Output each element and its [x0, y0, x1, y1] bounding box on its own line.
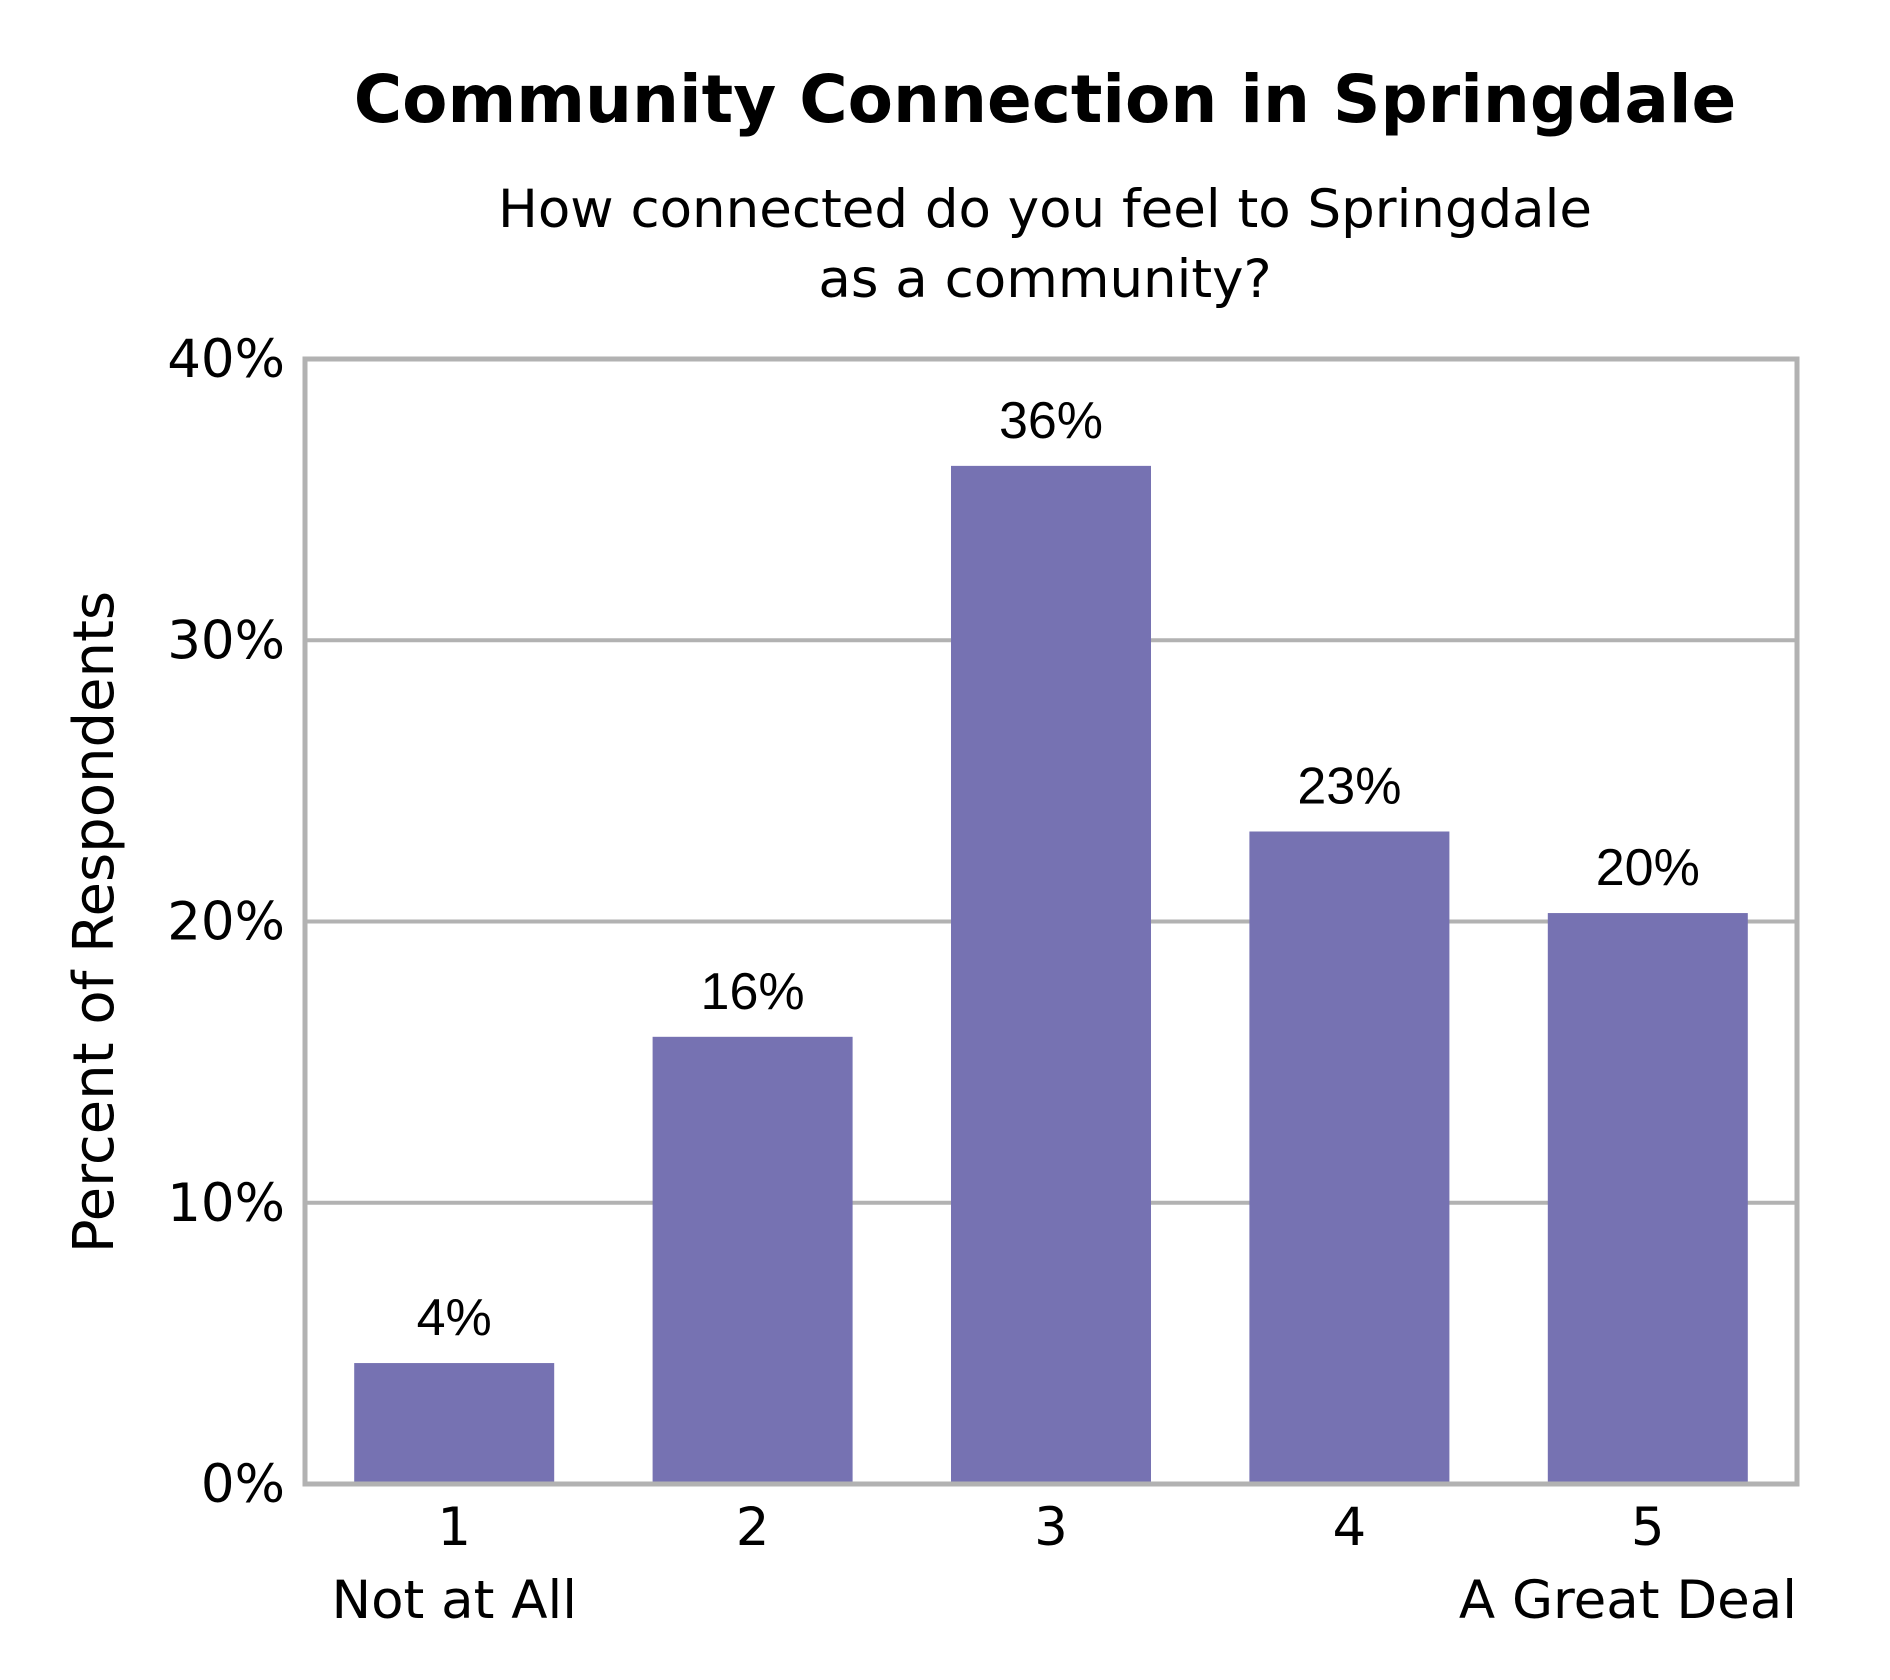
bars — [354, 465, 1748, 1484]
chart-subtitle-line-1: How connected do you feel to Springdale — [498, 179, 1592, 240]
y-tick-label-30: 30% — [167, 610, 285, 671]
x-axis-ticks: 1 Not at All 2 3 4 5 A Great Deal — [331, 1497, 1797, 1631]
x-tick-label-3: 3 — [1034, 1497, 1068, 1558]
data-label-5: 20% — [1596, 839, 1700, 897]
bar-5 — [1547, 913, 1748, 1484]
data-label-4: 23% — [1297, 758, 1401, 816]
x-tick-sublabel-5: A Great Deal — [1459, 1570, 1797, 1631]
plot-frame — [302, 356, 1800, 1487]
chart-title: Community Connection in Springdale — [354, 61, 1737, 138]
data-label-1: 4% — [417, 1289, 492, 1347]
y-axis-label: Percent of Respondents — [62, 591, 127, 1253]
data-labels: 4% 16% 36% 23% 20% — [417, 392, 1700, 1347]
y-tick-label-0: 0% — [201, 1454, 285, 1515]
x-tick-label-4: 4 — [1333, 1497, 1367, 1558]
y-tick-label-10: 10% — [167, 1173, 285, 1234]
y-tick-label-40: 40% — [167, 329, 285, 390]
bar-4 — [1249, 831, 1450, 1484]
x-tick-label-2: 2 — [736, 1497, 770, 1558]
bar-3 — [951, 465, 1151, 1484]
bar-1 — [354, 1363, 555, 1484]
x-tick-sublabel-1: Not at All — [331, 1570, 577, 1631]
data-label-3: 36% — [999, 392, 1103, 450]
data-label-2: 16% — [701, 963, 805, 1021]
bar-2 — [652, 1036, 853, 1484]
x-tick-label-1: 1 — [437, 1497, 471, 1558]
x-tick-label-5: 5 — [1631, 1497, 1665, 1558]
chart-subtitle-line-2: as a community? — [818, 249, 1271, 310]
y-tick-label-20: 20% — [167, 892, 285, 953]
y-axis-ticks: 0% 10% 20% 30% 40% — [167, 329, 285, 1515]
